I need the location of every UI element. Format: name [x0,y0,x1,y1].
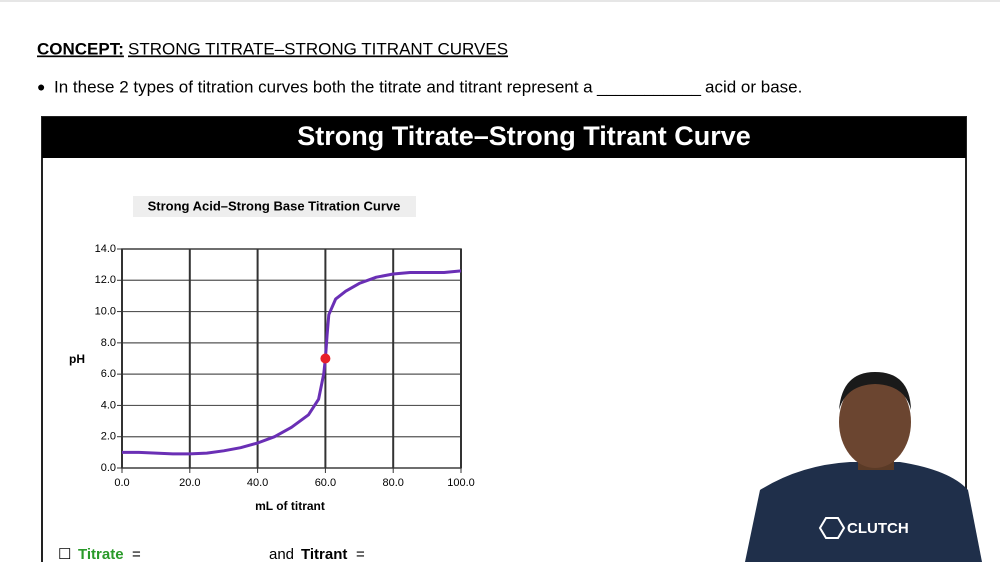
bullet-text: In these 2 types of titration curves bot… [54,77,593,96]
y-tick-label: 6.0 [101,368,116,380]
y-tick-label: 8.0 [101,337,116,349]
logo-icon [818,517,846,539]
plot: 0.0 2.0 4.0 6.0 8.0 10.0 12.0 14.0 0.0 20.0 40.0 60… [95,243,475,489]
checkbox: ☐ [58,546,71,562]
chart-title: Strong Acid–Strong Base Titration Curve [148,198,401,213]
head [839,376,911,468]
titration-curve [122,269,462,456]
y-tick-label: 14.0 [95,243,116,255]
chart-title-box [133,196,416,217]
and-text: and [269,546,294,562]
x-tick-label: 20.0 [179,477,200,489]
equivalence-point [320,353,331,364]
bullet-text: acid or base. [705,77,802,96]
shirt [745,462,982,562]
hair [839,372,911,410]
concept-label: CONCEPT: [37,39,124,58]
y-tick-label: 12.0 [95,274,116,286]
x-axis-label: mL of titrant [255,499,325,513]
presenter: CLUTCH [745,372,982,562]
plot-area [121,248,462,469]
x-tick-label: 60.0 [315,477,336,489]
y-tick-label: 4.0 [101,399,116,411]
equals: = [132,546,141,562]
x-tick-label: 100.0 [447,477,475,489]
banner-title: Strong Titrate–Strong Titrant Curve [297,121,751,151]
banner [42,117,966,158]
bullet-blank: ___________ [596,77,702,96]
y-tick-label: 0.0 [101,462,116,474]
titrate-label: Titrate [78,546,124,562]
logo-text: CLUTCH [847,520,909,537]
y-tick-label: 10.0 [95,305,116,317]
y-tick-label: 2.0 [101,431,116,443]
bullet-marker: ● [37,79,45,95]
equals: = [356,546,365,562]
x-tick-label: 40.0 [247,477,268,489]
concept-title: STRONG TITRATE–STRONG TITRANT CURVES [128,39,508,58]
x-tick-label: 80.0 [382,477,403,489]
x-tick-label: 0.0 [114,477,129,489]
titrant-label: Titrant [301,546,347,562]
y-axis-label: pH [69,352,85,366]
